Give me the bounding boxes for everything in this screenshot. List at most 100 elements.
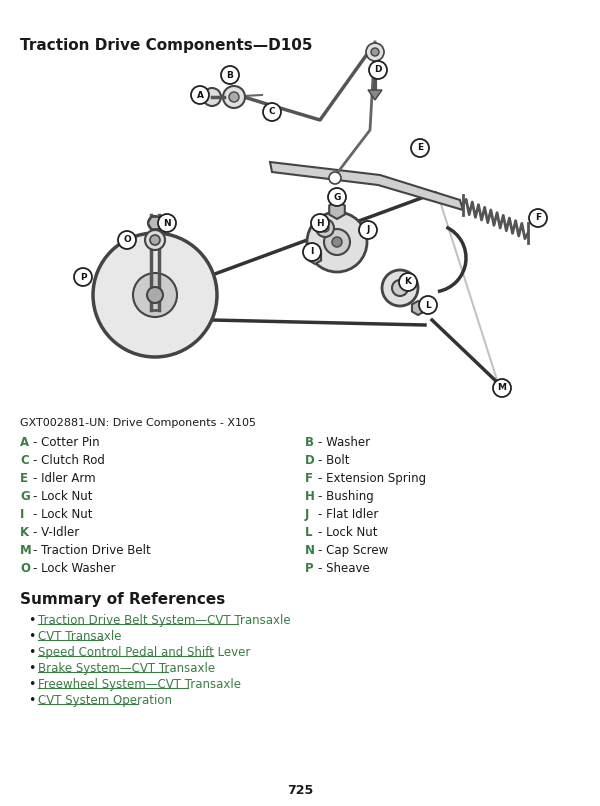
Polygon shape bbox=[270, 162, 463, 210]
Text: - Lock Nut: - Lock Nut bbox=[33, 490, 92, 503]
Text: J: J bbox=[367, 226, 370, 235]
Text: P: P bbox=[305, 562, 314, 575]
Text: Brake System—CVT Transaxle: Brake System—CVT Transaxle bbox=[38, 662, 215, 675]
Circle shape bbox=[118, 231, 136, 249]
Text: M: M bbox=[497, 384, 506, 393]
Circle shape bbox=[148, 216, 162, 230]
Text: G: G bbox=[334, 193, 341, 202]
Text: •: • bbox=[28, 678, 35, 691]
Text: Traction Drive Belt System—CVT Transaxle: Traction Drive Belt System—CVT Transaxle bbox=[38, 614, 290, 627]
Text: B: B bbox=[227, 70, 233, 80]
Text: •: • bbox=[28, 646, 35, 659]
Circle shape bbox=[74, 268, 92, 286]
Circle shape bbox=[419, 296, 437, 314]
Circle shape bbox=[203, 88, 221, 106]
Circle shape bbox=[324, 229, 350, 255]
Text: - Bolt: - Bolt bbox=[318, 454, 349, 467]
Text: - Clutch Rod: - Clutch Rod bbox=[33, 454, 105, 467]
Polygon shape bbox=[412, 301, 424, 315]
Text: A: A bbox=[197, 90, 203, 99]
Text: 725: 725 bbox=[287, 784, 313, 797]
Circle shape bbox=[399, 273, 417, 291]
Polygon shape bbox=[368, 90, 382, 100]
Circle shape bbox=[332, 237, 342, 247]
Text: M: M bbox=[20, 544, 32, 557]
Text: L: L bbox=[305, 526, 313, 539]
Text: C: C bbox=[269, 107, 275, 117]
Text: Freewheel System—CVT Transaxle: Freewheel System—CVT Transaxle bbox=[38, 678, 241, 691]
Circle shape bbox=[145, 230, 165, 250]
Circle shape bbox=[221, 66, 239, 84]
Text: K: K bbox=[404, 277, 412, 286]
Text: C: C bbox=[20, 454, 29, 467]
Circle shape bbox=[328, 188, 346, 206]
Circle shape bbox=[371, 48, 379, 56]
Text: Speed Control Pedal and Shift Lever: Speed Control Pedal and Shift Lever bbox=[38, 646, 250, 659]
Circle shape bbox=[133, 273, 177, 317]
Text: E: E bbox=[20, 472, 28, 485]
Circle shape bbox=[329, 172, 341, 184]
Circle shape bbox=[321, 224, 329, 232]
Text: - V-Idler: - V-Idler bbox=[33, 526, 79, 539]
Circle shape bbox=[158, 214, 176, 232]
Circle shape bbox=[382, 270, 418, 306]
Text: P: P bbox=[80, 272, 86, 281]
Text: F: F bbox=[535, 214, 541, 222]
Circle shape bbox=[311, 214, 329, 232]
Text: D: D bbox=[305, 454, 315, 467]
Text: - Bushing: - Bushing bbox=[318, 490, 374, 503]
Circle shape bbox=[316, 219, 334, 237]
Text: - Idler Arm: - Idler Arm bbox=[33, 472, 95, 485]
Text: O: O bbox=[123, 235, 131, 244]
Text: I: I bbox=[310, 247, 314, 256]
Circle shape bbox=[366, 43, 384, 61]
Text: H: H bbox=[316, 218, 324, 227]
Text: I: I bbox=[20, 508, 25, 521]
Polygon shape bbox=[329, 201, 345, 219]
Text: •: • bbox=[28, 694, 35, 707]
Polygon shape bbox=[309, 250, 321, 264]
Circle shape bbox=[303, 243, 321, 261]
Text: - Washer: - Washer bbox=[318, 436, 370, 449]
Text: K: K bbox=[20, 526, 29, 539]
Text: - Cotter Pin: - Cotter Pin bbox=[33, 436, 100, 449]
Circle shape bbox=[411, 139, 429, 157]
Text: B: B bbox=[305, 436, 314, 449]
Circle shape bbox=[150, 235, 160, 245]
Circle shape bbox=[263, 103, 281, 121]
Text: D: D bbox=[374, 65, 382, 74]
Text: N: N bbox=[305, 544, 315, 557]
Text: H: H bbox=[305, 490, 315, 503]
Text: F: F bbox=[305, 472, 313, 485]
Circle shape bbox=[147, 287, 163, 303]
Text: - Lock Washer: - Lock Washer bbox=[33, 562, 115, 575]
Text: CVT Transaxle: CVT Transaxle bbox=[38, 630, 121, 643]
Text: - Extension Spring: - Extension Spring bbox=[318, 472, 426, 485]
Circle shape bbox=[369, 61, 387, 79]
Text: •: • bbox=[28, 630, 35, 643]
Circle shape bbox=[223, 86, 245, 108]
Text: - Flat Idler: - Flat Idler bbox=[318, 508, 379, 521]
Text: Summary of References: Summary of References bbox=[20, 592, 225, 607]
Text: N: N bbox=[163, 218, 171, 227]
Text: - Lock Nut: - Lock Nut bbox=[33, 508, 92, 521]
Text: •: • bbox=[28, 662, 35, 675]
Circle shape bbox=[229, 92, 239, 102]
Circle shape bbox=[191, 86, 209, 104]
Text: E: E bbox=[417, 143, 423, 152]
Text: - Cap Screw: - Cap Screw bbox=[318, 544, 388, 557]
Circle shape bbox=[359, 221, 377, 239]
Text: •: • bbox=[28, 614, 35, 627]
Text: G: G bbox=[20, 490, 30, 503]
Text: CVT System Operation: CVT System Operation bbox=[38, 694, 172, 707]
Circle shape bbox=[93, 233, 217, 357]
Text: L: L bbox=[425, 301, 431, 310]
Text: Traction Drive Components—D105: Traction Drive Components—D105 bbox=[20, 38, 313, 53]
Circle shape bbox=[307, 212, 367, 272]
Text: - Lock Nut: - Lock Nut bbox=[318, 526, 377, 539]
Circle shape bbox=[529, 209, 547, 227]
Text: GXT002881-UN: Drive Components - X105: GXT002881-UN: Drive Components - X105 bbox=[20, 418, 256, 428]
Circle shape bbox=[392, 280, 408, 296]
Text: - Sheave: - Sheave bbox=[318, 562, 370, 575]
Text: J: J bbox=[305, 508, 310, 521]
